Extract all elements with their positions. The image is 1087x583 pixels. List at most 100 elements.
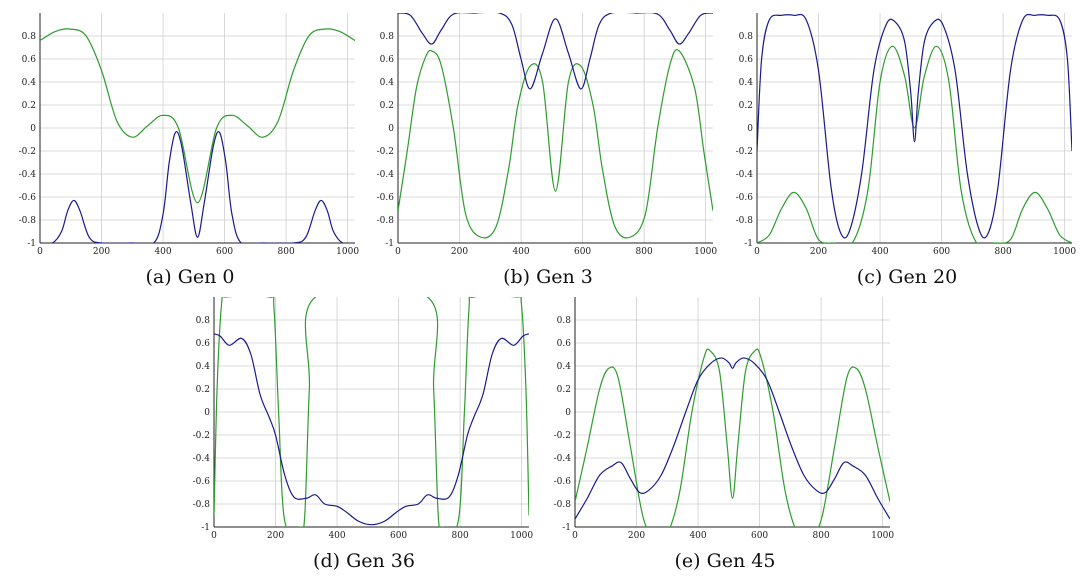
y-tick-label: -1 bbox=[27, 239, 36, 249]
series-line-1 bbox=[575, 348, 890, 527]
series-line-2 bbox=[398, 13, 713, 90]
caption-a: (a) Gen 0 bbox=[145, 266, 235, 288]
y-tick-label: -0.6 bbox=[193, 477, 211, 487]
y-tick-label: -0.6 bbox=[736, 193, 754, 203]
x-tick-label: 800 bbox=[813, 531, 830, 541]
y-tick-label: -0.4 bbox=[736, 170, 754, 180]
y-tick-label: 0 bbox=[565, 408, 571, 418]
chart-panel-c: -1 -0.8 -0.6 -0.4 -0.2 0 0.2 0.4 0.6 0.8 0 200 400 60… bbox=[727, 8, 1087, 298]
x-tick-label: 800 bbox=[278, 247, 295, 257]
x-tick-label: 1000 bbox=[1053, 247, 1076, 257]
y-tick-label: 0.6 bbox=[22, 55, 37, 65]
x-tick-label: 1000 bbox=[336, 247, 359, 257]
y-tick-label: 0.2 bbox=[380, 101, 394, 111]
y-tick-label: -0.8 bbox=[377, 216, 395, 226]
series-line-2 bbox=[40, 131, 355, 243]
caption-c: (c) Gen 20 bbox=[856, 266, 958, 288]
series-line-2 bbox=[757, 13, 1072, 239]
y-tick-label: 0.6 bbox=[196, 339, 211, 349]
y-tick-label: -0.2 bbox=[193, 431, 210, 441]
chart-panel-a: -1 -0.8 -0.6 -0.4 -0.2 0 0.2 0.4 0.6 0.8 0 200 400 60… bbox=[10, 8, 370, 298]
y-tick-label: 0.8 bbox=[739, 32, 754, 42]
y-tick-label: 0.4 bbox=[557, 362, 572, 372]
y-tick-label: -1 bbox=[744, 239, 753, 249]
y-tick-label: -0.2 bbox=[736, 147, 753, 157]
y-tick-label: 0.6 bbox=[739, 55, 754, 65]
x-tick-label: 600 bbox=[574, 247, 591, 257]
x-tick-label: 200 bbox=[267, 531, 284, 541]
y-tick-label: -0.6 bbox=[377, 193, 395, 203]
y-tick-label: 0.8 bbox=[557, 316, 572, 326]
y-tick-label: 0.6 bbox=[557, 339, 572, 349]
y-tick-label: 0 bbox=[30, 124, 36, 134]
y-tick-label: -0.4 bbox=[377, 170, 395, 180]
x-tick-label: 600 bbox=[933, 247, 950, 257]
y-tick-label: -0.8 bbox=[736, 216, 754, 226]
x-tick-label: 0 bbox=[572, 531, 578, 541]
series-line-1 bbox=[757, 45, 1072, 243]
series-line-1 bbox=[40, 28, 355, 204]
y-tick-label: -0.2 bbox=[554, 431, 571, 441]
y-tick-label: 0.2 bbox=[196, 385, 210, 395]
x-tick-label: 200 bbox=[810, 247, 827, 257]
caption-b: (b) Gen 3 bbox=[503, 266, 593, 288]
x-tick-label: 400 bbox=[512, 247, 529, 257]
y-tick-label: 0.4 bbox=[196, 362, 211, 372]
x-tick-label: 800 bbox=[452, 531, 469, 541]
y-tick-label: -0.2 bbox=[19, 147, 36, 157]
y-tick-label: 0.4 bbox=[739, 78, 754, 88]
series-line-1 bbox=[214, 297, 529, 527]
x-tick-label: 400 bbox=[154, 247, 171, 257]
y-tick-label: 0.6 bbox=[380, 55, 395, 65]
y-tick-label: 0.4 bbox=[380, 78, 395, 88]
x-tick-label: 0 bbox=[211, 531, 217, 541]
y-tick-label: 0.8 bbox=[22, 32, 37, 42]
y-tick-label: -0.4 bbox=[554, 454, 572, 464]
x-tick-label: 0 bbox=[37, 247, 43, 257]
chart-a: -1 -0.8 -0.6 -0.4 -0.2 0 0.2 0.4 0.6 0.8 0 200 400 60… bbox=[19, 13, 359, 257]
series-line-1 bbox=[398, 49, 713, 239]
y-tick-label: -0.6 bbox=[19, 193, 37, 203]
x-tick-label: 200 bbox=[451, 247, 468, 257]
x-tick-label: 1000 bbox=[694, 247, 717, 257]
x-tick-label: 800 bbox=[636, 247, 653, 257]
x-tick-label: 400 bbox=[328, 531, 345, 541]
series-line-2 bbox=[575, 357, 890, 520]
x-tick-label: 400 bbox=[689, 531, 706, 541]
y-tick-label: 0.2 bbox=[557, 385, 571, 395]
y-tick-label: 0.2 bbox=[739, 101, 753, 111]
x-tick-label: 1000 bbox=[510, 531, 533, 541]
caption-d: (d) Gen 36 bbox=[313, 550, 415, 572]
x-tick-label: 600 bbox=[390, 531, 407, 541]
chart-e: -1 -0.8 -0.6 -0.4 -0.2 0 0.2 0.4 0.6 0.8 0 200 400 60… bbox=[554, 297, 894, 541]
y-tick-label: -0.4 bbox=[19, 170, 37, 180]
y-tick-label: -0.8 bbox=[19, 216, 37, 226]
x-tick-label: 600 bbox=[216, 247, 233, 257]
chart-panel-b: -1 -0.8 -0.6 -0.4 -0.2 0 0.2 0.4 0.6 0.8 0 200 400 60… bbox=[368, 8, 728, 298]
y-tick-label: -1 bbox=[562, 523, 571, 533]
x-tick-label: 0 bbox=[395, 247, 401, 257]
y-tick-label: 0.8 bbox=[196, 316, 211, 326]
y-tick-label: 0 bbox=[388, 124, 394, 134]
x-tick-label: 400 bbox=[871, 247, 888, 257]
y-tick-label: 0.2 bbox=[22, 101, 36, 111]
chart-d: -1 -0.8 -0.6 -0.4 -0.2 0 0.2 0.4 0.6 0.8 0 200 400 60… bbox=[193, 297, 533, 541]
y-tick-label: 0.4 bbox=[22, 78, 37, 88]
y-tick-label: -0.8 bbox=[554, 500, 572, 510]
y-tick-label: -1 bbox=[385, 239, 394, 249]
chart-panel-e: -1 -0.8 -0.6 -0.4 -0.2 0 0.2 0.4 0.6 0.8 0 200 400 60… bbox=[545, 292, 905, 582]
chart-b: -1 -0.8 -0.6 -0.4 -0.2 0 0.2 0.4 0.6 0.8 0 200 400 60… bbox=[377, 13, 717, 257]
y-tick-label: -1 bbox=[201, 523, 210, 533]
chart-panel-d: -1 -0.8 -0.6 -0.4 -0.2 0 0.2 0.4 0.6 0.8 0 200 400 60… bbox=[184, 292, 544, 582]
chart-c: -1 -0.8 -0.6 -0.4 -0.2 0 0.2 0.4 0.6 0.8 0 200 400 60… bbox=[736, 13, 1076, 257]
y-tick-label: -0.6 bbox=[554, 477, 572, 487]
y-tick-label: 0.8 bbox=[380, 32, 395, 42]
caption-e: (e) Gen 45 bbox=[674, 550, 776, 572]
x-tick-label: 200 bbox=[628, 531, 645, 541]
y-tick-label: -0.8 bbox=[193, 500, 211, 510]
y-tick-label: 0 bbox=[204, 408, 210, 418]
x-tick-label: 1000 bbox=[871, 531, 894, 541]
y-tick-label: -0.2 bbox=[377, 147, 394, 157]
x-tick-label: 200 bbox=[93, 247, 110, 257]
y-tick-label: 0 bbox=[747, 124, 753, 134]
